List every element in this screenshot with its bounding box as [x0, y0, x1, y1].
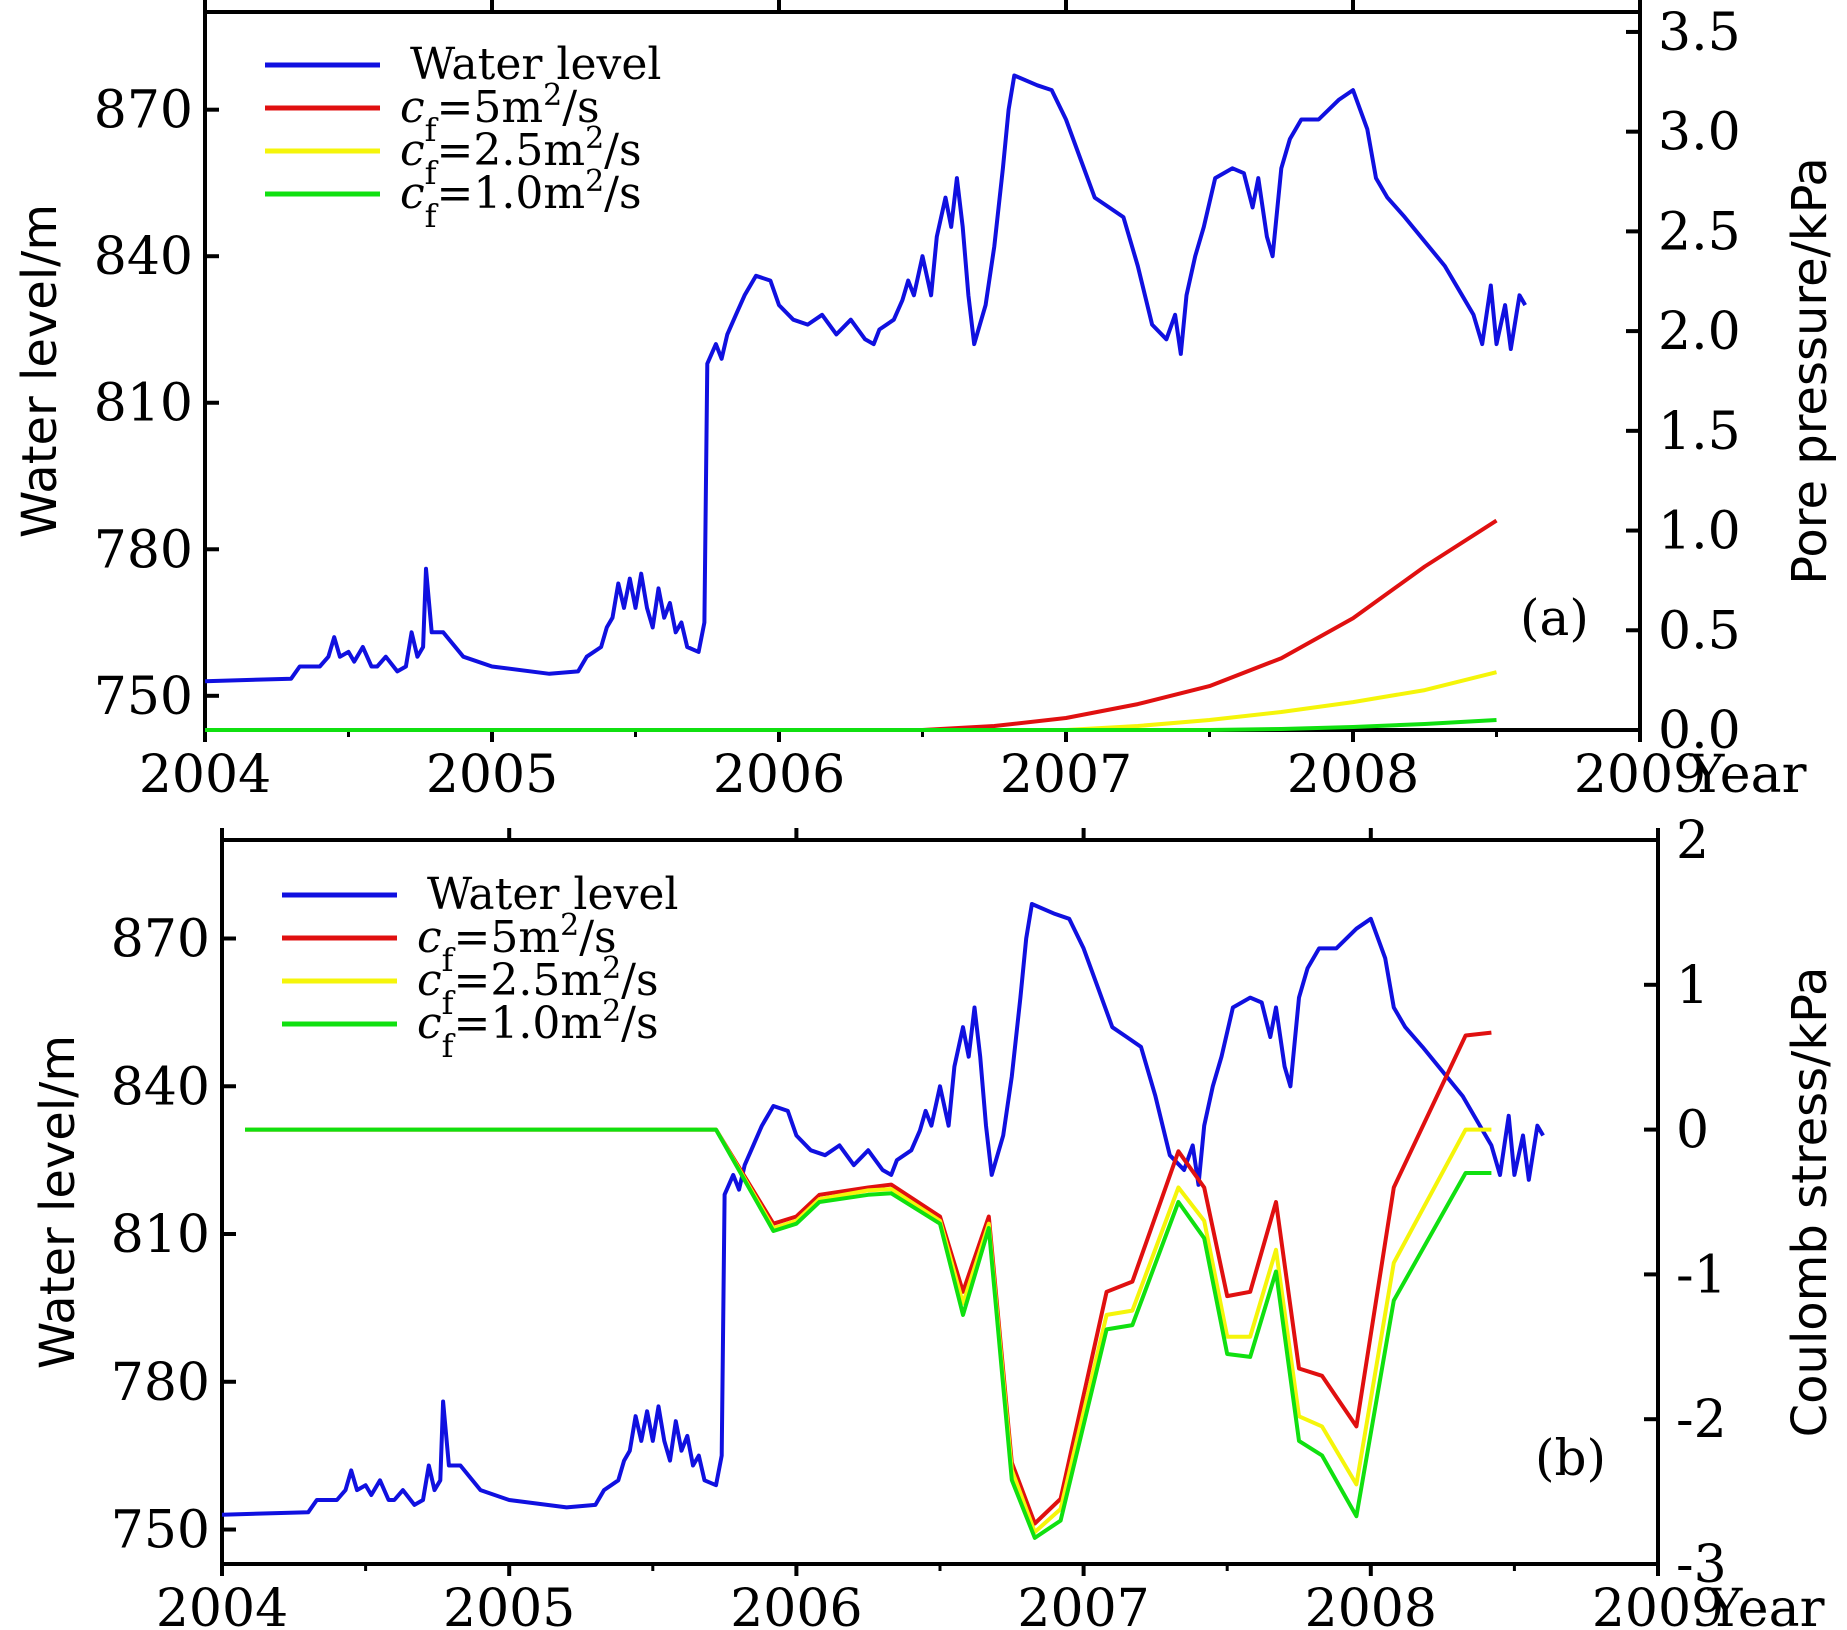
legend-entry-1: cf=5m2/s: [400, 78, 600, 150]
y-right-tick-label--3: -3: [1676, 1535, 1727, 1595]
legend-entry-1: cf=5m2/s: [417, 908, 617, 980]
y-right-tick-label--1: -1: [1676, 1245, 1727, 1305]
x-tick-label-2008: 2008: [1287, 745, 1419, 805]
y-right-tick-label-0: 0: [1676, 1101, 1709, 1161]
panel-a-y-right-title: Pore pressure/kPa: [1782, 157, 1838, 585]
panel-b-ticks: 2004 2005 2006 2007 2008 2009 750 780 810 840 870 -…: [111, 811, 1727, 1630]
series-line-cf-2-5: [245, 1127, 1492, 1535]
panel-a-series: [204, 73, 1527, 732]
x-tick-label-2009: 2009: [1592, 1579, 1724, 1630]
y-right-tick-label-1.5: 1.5: [1658, 402, 1741, 462]
x-tick-label-2005: 2005: [426, 745, 558, 805]
y-left-tick-label-870: 870: [111, 910, 210, 970]
y-right-tick-label-2.5: 2.5: [1658, 202, 1741, 262]
y-right-tick-label-3.5: 3.5: [1658, 3, 1741, 63]
x-tick-label-2006: 2006: [713, 745, 845, 805]
legend-entry-0: Water level: [410, 39, 661, 90]
legend-entry-0: Water level: [427, 869, 678, 920]
series-line-cf-2-5: [205, 670, 1497, 732]
series-line-water-level: [204, 73, 1527, 684]
panel-a-ticks: 2004 2005 2006 2007 2008 2009 750 780 810 840 870 0…: [94, 0, 1741, 805]
legend-entry-2: cf=2.5m2/s: [417, 951, 659, 1023]
series-line-water-level: [221, 902, 1545, 1517]
panel-a-x-title: Year: [1689, 745, 1807, 805]
panel-b: 2004 2005 2006 2007 2008 2009 750 780 810 840 870 -…: [30, 811, 1838, 1630]
panel-b-x-title: Year: [1707, 1579, 1825, 1630]
y-left-tick-label-810: 810: [111, 1205, 210, 1265]
x-tick-label-2007: 2007: [1000, 745, 1132, 805]
series-line-cf-5: [245, 1030, 1492, 1526]
y-left-tick-label-780: 780: [111, 1353, 210, 1413]
y-right-tick-label-2: 2: [1676, 811, 1709, 871]
legend-entry-2: cf=2.5m2/s: [400, 121, 642, 193]
y-left-tick-label-840: 840: [94, 227, 193, 287]
y-right-tick-label-1: 1: [1676, 956, 1709, 1016]
y-right-tick-label-2.0: 2.0: [1658, 302, 1741, 362]
y-right-tick-label-1.0: 1.0: [1658, 502, 1741, 562]
y-left-tick-label-870: 870: [94, 81, 193, 141]
panel-b-series: [221, 902, 1545, 1540]
y-left-tick-label-840: 840: [111, 1057, 210, 1117]
y-right-tick-label--2: -2: [1676, 1390, 1727, 1450]
series-line-cf-1-0: [205, 718, 1497, 732]
x-tick-label-2008: 2008: [1305, 1579, 1437, 1630]
panel-a: 2004 2005 2006 2007 2008 2009 750 780 810 840 870 0…: [12, 0, 1838, 805]
y-left-tick-label-780: 780: [94, 520, 193, 580]
x-tick-label-2007: 2007: [1017, 1579, 1149, 1630]
legend-entry-3: cf=1.0m2/s: [417, 994, 659, 1066]
y-right-tick-label-0.0: 0.0: [1658, 701, 1741, 761]
x-tick-label-2005: 2005: [443, 1579, 575, 1630]
panel-b-y-right-title: Coulomb stress/kPa: [1782, 967, 1838, 1438]
panel-b-y-left-title: Water level/m: [30, 1035, 86, 1369]
series-line-cf-1-0: [245, 1127, 1492, 1540]
panel-a-y-left-title: Water level/m: [12, 204, 68, 538]
panel-b-label: (b): [1535, 1429, 1606, 1487]
x-tick-label-2009: 2009: [1574, 745, 1706, 805]
legend-entry-3: cf=1.0m2/s: [400, 164, 642, 236]
panel-a-label: (a): [1520, 589, 1589, 647]
y-left-tick-label-750: 750: [111, 1501, 210, 1561]
x-tick-label-2004: 2004: [156, 1579, 288, 1630]
series-line-cf-5: [205, 518, 1498, 732]
y-right-tick-label-0.5: 0.5: [1658, 601, 1741, 661]
x-tick-label-2004: 2004: [139, 745, 271, 805]
y-left-tick-label-750: 750: [94, 667, 193, 727]
y-left-tick-label-810: 810: [94, 374, 193, 434]
x-tick-label-2006: 2006: [730, 1579, 862, 1630]
y-right-tick-label-3.0: 3.0: [1658, 103, 1741, 163]
